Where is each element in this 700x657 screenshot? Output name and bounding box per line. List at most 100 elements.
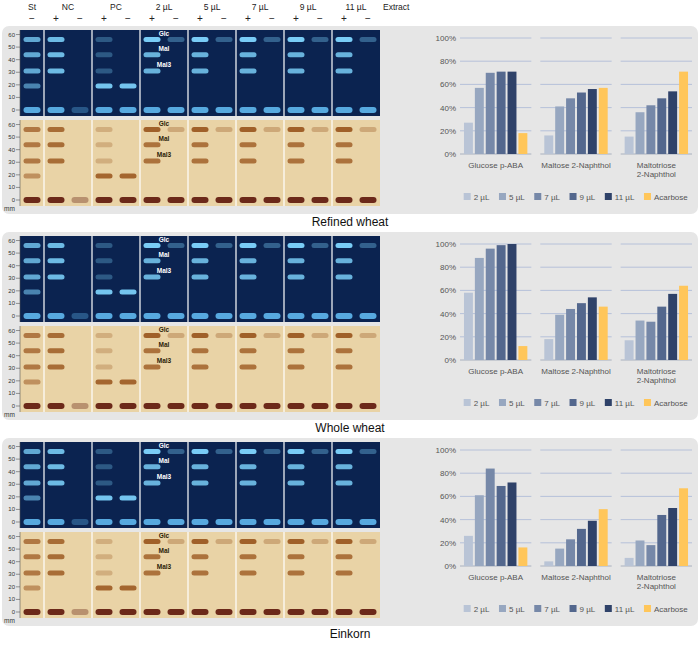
band xyxy=(336,142,353,147)
grid-line xyxy=(621,267,692,268)
plate-tick-label: 30 xyxy=(8,159,15,165)
band xyxy=(48,69,65,74)
column-label: 2 µL xyxy=(156,2,173,12)
band xyxy=(96,554,113,559)
column-label: 7 µL xyxy=(252,2,269,12)
origin-spot xyxy=(336,519,353,525)
band xyxy=(96,174,113,179)
column-separator xyxy=(139,532,140,618)
bar xyxy=(625,340,634,360)
plate-tick xyxy=(16,380,20,381)
plate-tick xyxy=(16,59,20,60)
category-label: Maltotriose2-Naphthol xyxy=(637,573,677,591)
grid-line xyxy=(460,61,531,62)
plate-tick xyxy=(16,187,20,188)
column-label: 5 µL xyxy=(204,2,221,12)
origin-spot xyxy=(168,609,185,615)
origin-spot xyxy=(192,403,209,409)
bar-chart: 0%20%40%60%80%100%Glucose p-ABAMaltose 2… xyxy=(436,240,692,408)
plate-unit: mm xyxy=(4,411,15,418)
origin-spot xyxy=(120,519,137,525)
band xyxy=(144,258,161,263)
bar xyxy=(679,286,688,360)
band xyxy=(144,52,161,57)
origin-spot xyxy=(288,313,305,319)
band-label: Mal3 xyxy=(157,473,172,480)
band-label: Glc xyxy=(159,30,170,37)
bar xyxy=(566,309,575,360)
band-label: Mal3 xyxy=(157,61,172,68)
band xyxy=(312,333,329,338)
grid-line xyxy=(540,450,611,451)
legend: 2 µL5 µL7 µL9 µL11 µLAcarbose xyxy=(464,605,689,614)
column-separator xyxy=(43,236,44,322)
grid-line xyxy=(460,244,531,245)
column-separator xyxy=(139,326,140,412)
band xyxy=(48,348,65,353)
column-label: PC xyxy=(110,2,122,12)
legend-swatch xyxy=(464,399,471,406)
category-label: Glucose p-ABA xyxy=(468,367,523,376)
band xyxy=(216,449,233,454)
plate-tick-label: 20 xyxy=(8,172,15,178)
band xyxy=(240,333,257,338)
band xyxy=(288,554,305,559)
band xyxy=(240,464,257,469)
grid-line xyxy=(540,290,611,291)
plate-tick-label: 50 xyxy=(8,44,15,50)
origin-spot xyxy=(192,519,209,525)
column-separator xyxy=(43,532,44,618)
band xyxy=(264,37,281,42)
origin-spot xyxy=(288,403,305,409)
plate xyxy=(20,532,380,618)
column-label: 11 µL xyxy=(346,2,367,12)
plate-tick-label: 20 xyxy=(8,288,15,294)
band xyxy=(48,52,65,57)
column-separator xyxy=(283,442,284,528)
legend-label: Acarbose xyxy=(654,399,688,408)
band-label: Mal xyxy=(159,135,170,142)
grid-line xyxy=(540,473,611,474)
band xyxy=(216,127,233,132)
column-separator xyxy=(331,326,332,412)
y-tick-label: 20% xyxy=(440,127,456,136)
column-separator xyxy=(139,120,140,206)
plate-tick xyxy=(16,97,20,98)
band xyxy=(264,333,281,338)
band xyxy=(96,348,113,353)
plate-tick-label: 0 xyxy=(12,107,16,113)
plate-tick xyxy=(16,574,20,575)
origin-spot xyxy=(144,107,161,113)
bar xyxy=(679,72,688,154)
column-separator xyxy=(91,120,92,206)
y-tick-label: 0% xyxy=(444,562,456,571)
plate-tick xyxy=(16,549,20,550)
bar xyxy=(599,509,608,566)
bar xyxy=(497,245,506,360)
category-line: 2-Naphthol xyxy=(637,376,676,385)
grid-line xyxy=(540,61,611,62)
plate-tick xyxy=(16,84,20,85)
plate-tick xyxy=(16,240,20,241)
plate-unit: mm xyxy=(4,617,15,624)
origin-spot xyxy=(72,313,89,319)
plate-tick-label: 40 xyxy=(8,263,15,269)
origin-spot xyxy=(264,107,281,113)
bar xyxy=(508,72,517,154)
band xyxy=(360,449,377,454)
origin-spot xyxy=(288,197,305,203)
bar xyxy=(679,488,688,566)
plate-tick xyxy=(16,509,20,510)
band xyxy=(96,571,113,576)
origin-spot xyxy=(360,403,377,409)
plate-visible: 0102030405060mmGlcMalMal3 xyxy=(4,120,380,212)
band xyxy=(288,69,305,74)
band xyxy=(288,275,305,280)
band xyxy=(336,348,353,353)
band-label: Mal xyxy=(159,457,170,464)
band xyxy=(144,69,161,74)
plate-tick xyxy=(16,355,20,356)
origin-spot xyxy=(312,107,329,113)
plate xyxy=(20,30,380,116)
band xyxy=(120,496,137,501)
